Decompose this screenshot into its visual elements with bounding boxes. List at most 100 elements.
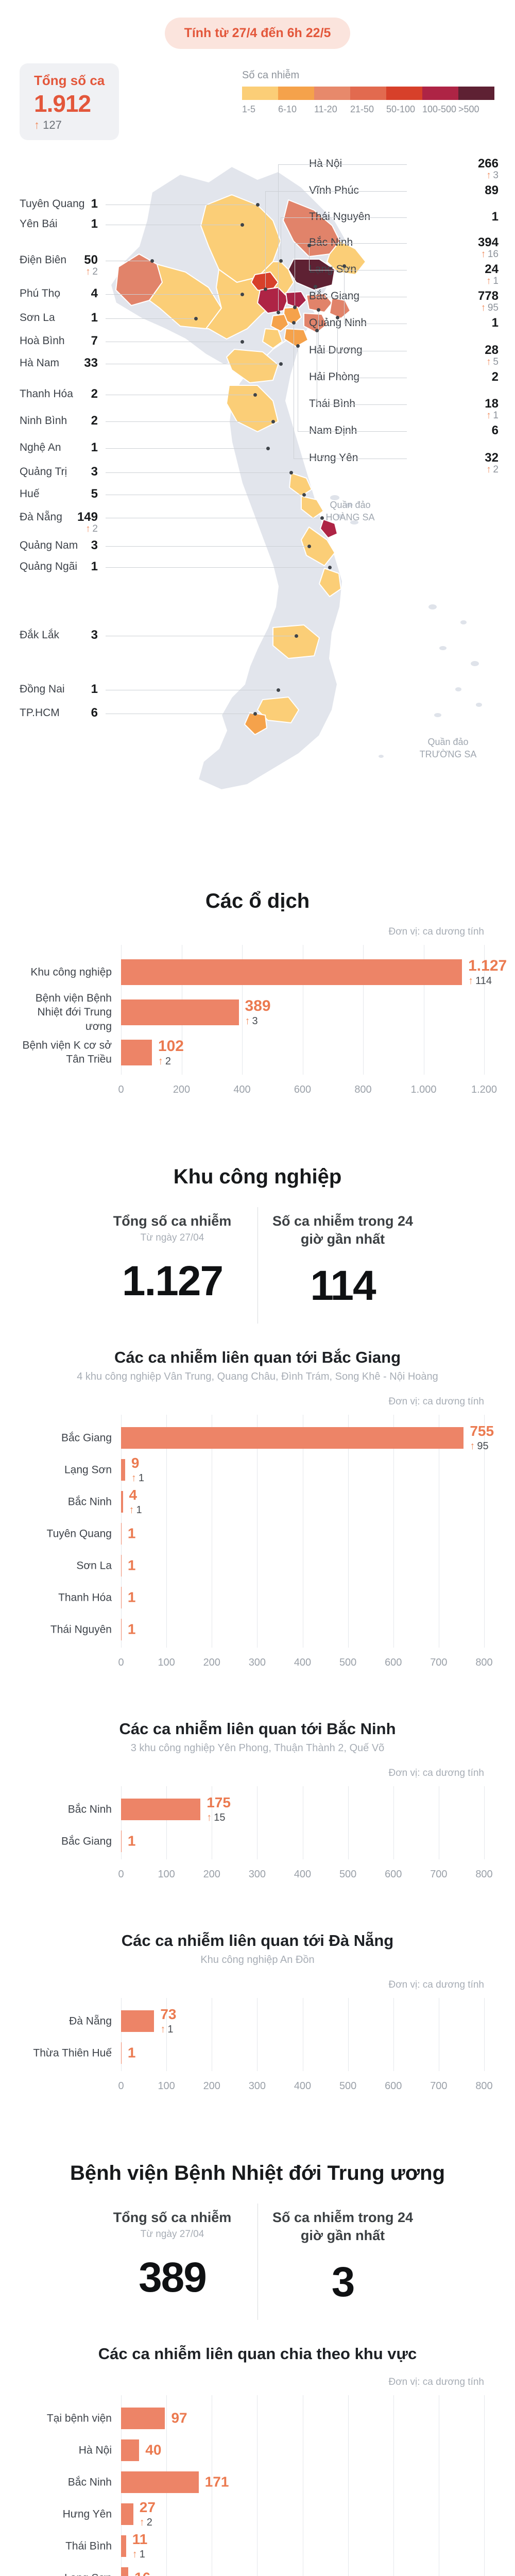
bar-label: Bắc Ninh xyxy=(67,1496,112,1508)
up-arrow-icon: ↑ xyxy=(468,975,474,987)
province-name: Hải Phòng xyxy=(309,371,360,383)
province-thanh-hoa xyxy=(226,349,279,383)
province-row-l: Huế 5 xyxy=(0,487,515,517)
map-dot xyxy=(241,340,244,344)
map-dot xyxy=(315,329,319,332)
axis-tick: 100 xyxy=(158,1869,175,1880)
total-cases-value: 1.912 xyxy=(34,90,91,117)
province-name: Bắc Giang xyxy=(309,290,360,302)
bar-label: Bệnh viện Bệnh Nhiệt đới Trung ương xyxy=(35,992,112,1032)
map-dot xyxy=(289,471,293,474)
province-value: 266 xyxy=(477,157,499,171)
bar-row: Sơn La 1 xyxy=(76,1550,484,1582)
map-dot xyxy=(293,306,297,309)
province-bac-giang xyxy=(288,259,335,291)
total-cases-delta: ↑ 127 xyxy=(34,118,62,131)
bar-row: Thừa Thiên Huế 1 xyxy=(33,2037,484,2069)
leader-line-vertical xyxy=(278,164,279,312)
bar-label: Bệnh viện K cơ sở Tân Triều xyxy=(22,1039,112,1065)
map-dot xyxy=(296,344,300,348)
axis-tick: 400 xyxy=(294,1657,312,1669)
up-arrow-icon: ↑ xyxy=(160,2024,166,2036)
leader-line xyxy=(106,421,273,422)
province-value: 3 xyxy=(91,628,98,642)
province-row-l: Đắk Lắk 3 xyxy=(0,628,515,658)
map-landmass xyxy=(110,166,366,790)
map-dot xyxy=(279,259,283,263)
bar xyxy=(121,2567,129,2576)
map-dot xyxy=(253,393,257,397)
grid-line xyxy=(393,1998,394,2072)
bar-value: 16 xyxy=(134,2570,150,2576)
chart-subtitle: 3 khu công nghiệp Yên Phong, Thuận Thành… xyxy=(130,1742,385,1754)
province-name: Lạng Sơn xyxy=(309,263,357,275)
map-dot xyxy=(253,712,257,716)
leader-line xyxy=(317,404,407,405)
province-delta: ↑ 1 xyxy=(486,276,499,286)
province-row-r: Bắc Giang 778 ↑ 95 xyxy=(0,285,515,319)
bar-row: Bệnh viện Bệnh Nhiệt đới Trung ương 389 ↑ … xyxy=(36,992,484,1032)
legend-bin: 100-500 xyxy=(422,87,458,115)
leader-line xyxy=(298,431,407,432)
province-name: Hà Nam xyxy=(20,357,60,369)
province-row-r: Thái Bình 18 ↑ 1 xyxy=(0,329,515,427)
bar xyxy=(121,2408,165,2430)
province-value: 2 xyxy=(91,387,98,401)
axis-tick: 600 xyxy=(385,1657,402,1669)
province-son-la xyxy=(149,264,222,329)
axis-tick: 400 xyxy=(233,1084,251,1095)
province-nam-dinh xyxy=(284,328,308,347)
stat-total: Tổng số ca nhiễm Từ ngày 27/04 1.127 xyxy=(113,1213,232,1305)
up-arrow-icon: ↑ xyxy=(486,357,491,367)
axis-tick: 600 xyxy=(385,2080,402,2092)
province-delta: ↑ 2 xyxy=(85,266,98,277)
province-value: 394 xyxy=(477,235,499,249)
bar-value-group: 1 xyxy=(128,1526,136,1542)
grid-line xyxy=(257,1415,258,1648)
leader-line xyxy=(106,546,309,547)
total-cases-card: Tổng số ca 1.912 ↑ 127 xyxy=(20,63,119,140)
axis-tick: 1.000 xyxy=(410,1084,437,1095)
map-dot xyxy=(271,420,275,423)
bar-value: 175 xyxy=(207,1794,231,1811)
grid-line xyxy=(348,1786,349,1860)
bar-value-group: 171 xyxy=(205,2474,229,2490)
map-dot xyxy=(320,516,324,520)
legend-swatch xyxy=(422,87,458,100)
chart-unit-label: Đơn vị: ca dương tính xyxy=(388,2377,484,2388)
bar xyxy=(121,1799,201,1821)
outbreaks-title: Các ổ dịch xyxy=(205,890,310,912)
bar-value-group: 1.127 ↑ 114 xyxy=(468,957,507,987)
bar-value-group: 1 xyxy=(128,1621,136,1638)
map-dot xyxy=(307,545,311,548)
province-value: 149 xyxy=(77,510,98,524)
bar-label: Thanh Hóa xyxy=(58,1591,112,1604)
vietnam-map xyxy=(110,166,482,790)
axis-tick: 0 xyxy=(118,2080,124,2092)
bar xyxy=(121,1459,125,1481)
date-range-pill: Tính từ 27/4 đến 6h 22/5 xyxy=(164,18,351,49)
bar-value-group: 27 ↑ 2 xyxy=(140,2500,156,2529)
bar-value: 97 xyxy=(171,2410,187,2426)
bar-value: 1 xyxy=(127,1589,136,1605)
map-dot xyxy=(302,493,306,497)
axis-tick: 800 xyxy=(475,1869,493,1880)
bar-value-group: 175 ↑ 15 xyxy=(207,1794,231,1824)
map-dot xyxy=(264,287,267,291)
axis-tick: 1.200 xyxy=(471,1084,497,1095)
axis-tick: 700 xyxy=(430,1657,448,1669)
province-value: 32 xyxy=(485,451,499,465)
bar-value: 73 xyxy=(160,2006,177,2023)
province-delta: ↑ 2 xyxy=(486,464,499,475)
chart-axis: 0 100 200 300 400 500 600 700 800 xyxy=(118,2076,492,2100)
bar-label: Đà Nẵng xyxy=(69,2015,112,2027)
province-row-r: Nam Định 6 xyxy=(0,344,515,453)
bar xyxy=(121,1427,464,1449)
province-value: 1 xyxy=(91,311,98,325)
province-name: Sơn La xyxy=(20,312,55,324)
bar-value-group: 40 xyxy=(145,2442,161,2459)
bar-label: Lạng Sơn xyxy=(64,1464,112,1476)
leader-line-vertical xyxy=(309,245,310,270)
province-row-l: Yên Bái 1 xyxy=(0,217,515,247)
